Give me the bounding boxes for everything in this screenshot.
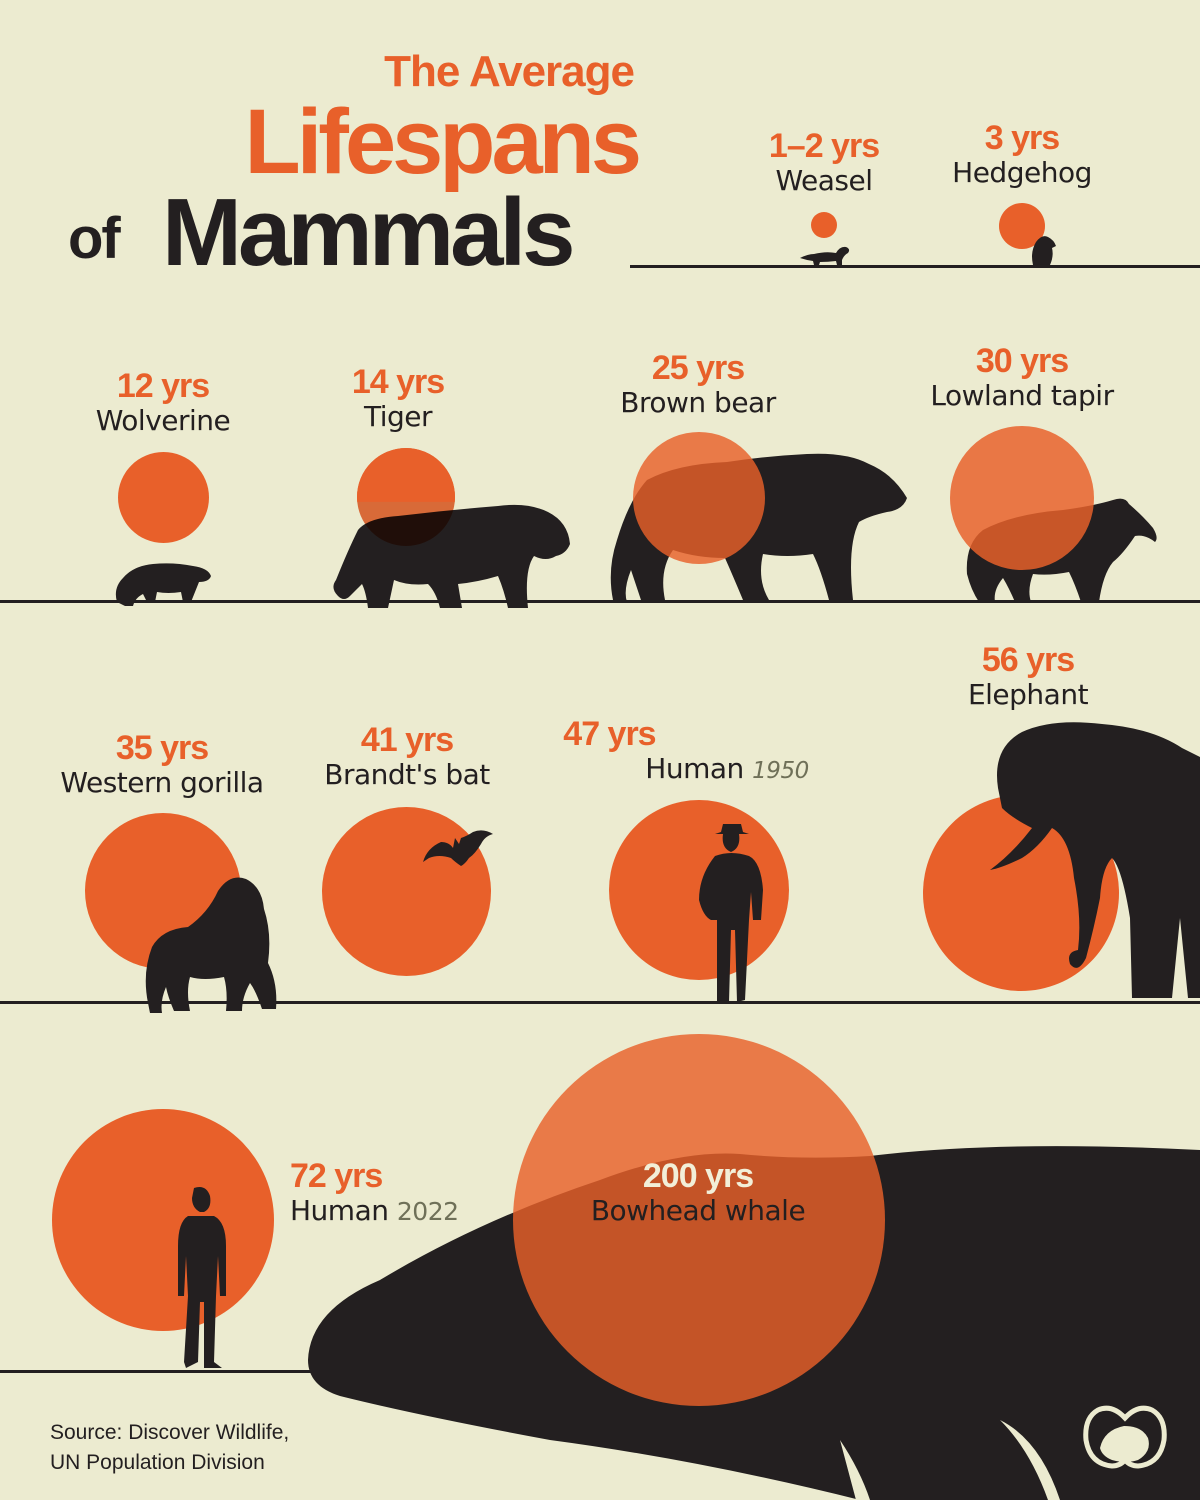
animal-name: Hedgehog bbox=[952, 156, 1092, 189]
lifespan-value: 56 yrs bbox=[981, 641, 1075, 679]
lifespan-value: 3 yrs bbox=[984, 119, 1060, 157]
label-elephant: 56 yrs Elephant bbox=[967, 641, 1089, 712]
animal-name: Western gorilla bbox=[60, 766, 264, 799]
western-gorilla-icon bbox=[145, 877, 277, 1013]
lifespan-value: 1–2 yrs bbox=[768, 127, 880, 165]
label-human-2022: 72 yrs Human 2022 bbox=[290, 1158, 459, 1229]
label-bowhead-whale: 200 yrs Bowhead whale bbox=[590, 1157, 806, 1228]
label-hedgehog: 3 yrs Hedgehog bbox=[952, 120, 1092, 190]
label-western-gorilla: 35 yrs Western gorilla bbox=[60, 729, 264, 800]
elephant-icon bbox=[990, 722, 1200, 998]
lifespan-value: 35 yrs bbox=[115, 729, 209, 767]
bubble-brandts-bat bbox=[322, 807, 491, 976]
year-label: 1950 bbox=[752, 758, 809, 784]
label-brandts-bat: 41 yrs Brandt's bat bbox=[324, 721, 490, 792]
lifespan-value: 72 yrs bbox=[290, 1157, 383, 1195]
lifespan-value: 12 yrs bbox=[116, 367, 210, 405]
title-of: of bbox=[68, 206, 121, 271]
label-wolverine: 12 yrs Wolverine bbox=[96, 368, 231, 438]
ground-line-row-2 bbox=[0, 600, 1200, 603]
title-line-2: Lifespans bbox=[244, 91, 642, 193]
source-line-1: Source: Discover Wildlife, bbox=[50, 1421, 290, 1444]
label-tiger: 14 yrs Tiger bbox=[351, 363, 445, 434]
animal-name: Elephant bbox=[967, 678, 1089, 711]
source-note: Source: Discover Wildlife, UN Population… bbox=[50, 1418, 289, 1478]
animal-name: Human 1950 bbox=[645, 752, 809, 785]
bubble-wolverine bbox=[118, 452, 209, 543]
lifespan-value: 30 yrs bbox=[975, 342, 1069, 380]
title-line-1: The Average bbox=[384, 47, 635, 96]
year-label: 2022 bbox=[396, 1197, 459, 1226]
title-line-3: Mammals bbox=[162, 179, 576, 286]
lifespan-value: 41 yrs bbox=[360, 721, 454, 759]
animal-name: Tiger bbox=[363, 400, 433, 433]
human-1950-icon bbox=[699, 824, 763, 1002]
hedgehog-icon bbox=[1032, 236, 1056, 265]
bubble-bowhead-whale bbox=[513, 1034, 885, 1406]
wolverine-icon bbox=[115, 563, 211, 606]
animal-name: Weasel bbox=[775, 164, 873, 197]
label-brown-bear: 25 yrs Brown bear bbox=[620, 349, 776, 420]
label-lowland-tapir: 30 yrs Lowland tapir bbox=[930, 342, 1114, 413]
publisher-logo-icon bbox=[1083, 1405, 1167, 1469]
source-line-2: UN Population Division bbox=[50, 1451, 265, 1474]
bubble-weasel bbox=[811, 212, 837, 238]
weasel-icon bbox=[800, 246, 850, 265]
bubble-brown-bear bbox=[633, 432, 765, 564]
human-2022-icon bbox=[178, 1187, 226, 1368]
bubble-lowland-tapir bbox=[950, 426, 1094, 570]
lifespan-value: 25 yrs bbox=[651, 349, 745, 387]
ground-line-row-1 bbox=[630, 265, 1200, 268]
animal-name: Human 2022 bbox=[290, 1194, 459, 1227]
lifespan-value: 14 yrs bbox=[351, 363, 445, 401]
animal-name: Brown bear bbox=[620, 386, 776, 419]
ground-line-row-4 bbox=[0, 1370, 340, 1373]
animal-name: Wolverine bbox=[95, 404, 231, 437]
animal-name: Bowhead whale bbox=[590, 1194, 806, 1227]
label-weasel: 1–2 yrs Weasel bbox=[768, 127, 880, 198]
animal-name: Lowland tapir bbox=[930, 379, 1114, 412]
lifespan-value: 200 yrs bbox=[642, 1157, 754, 1195]
label-human-1950: 47 yrs Human 1950 bbox=[563, 716, 809, 788]
lifespan-value: 47 yrs bbox=[563, 715, 656, 753]
ground-line-row-3 bbox=[0, 1001, 1200, 1004]
animal-name: Brandt's bat bbox=[324, 758, 490, 791]
brandts-bat-icon bbox=[423, 830, 493, 866]
bubble-human-2022 bbox=[52, 1109, 274, 1331]
